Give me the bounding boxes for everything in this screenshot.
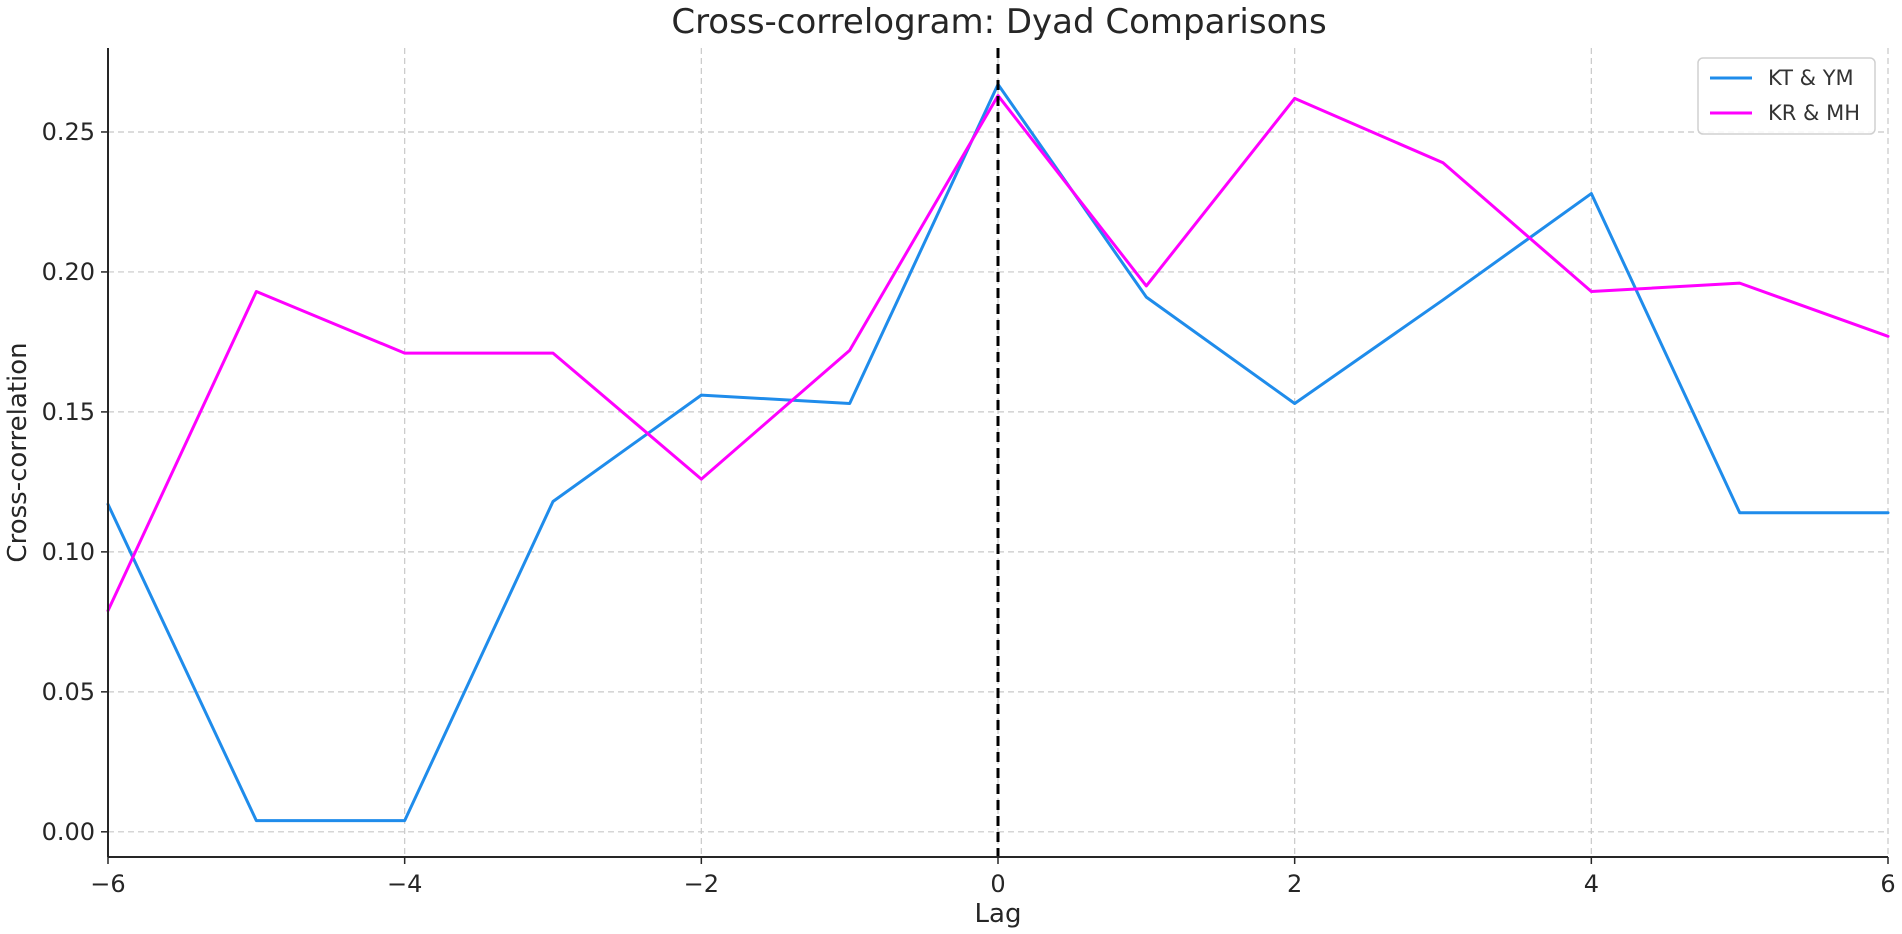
legend-label-1: KT & YM <box>1768 66 1854 90</box>
y-tick-label: 0.15 <box>42 398 95 426</box>
y-tick-label: 0.00 <box>42 818 95 846</box>
x-tick-label: −2 <box>684 870 719 898</box>
x-tick-label: −4 <box>387 870 422 898</box>
y-tick-label: 0.25 <box>42 118 95 146</box>
x-tick-label: 0 <box>990 870 1005 898</box>
y-axis-label: Cross-correlation <box>3 342 33 562</box>
x-tick-label: 4 <box>1584 870 1599 898</box>
legend-label-2: KR & MH <box>1768 101 1860 125</box>
x-tick-label: 2 <box>1287 870 1302 898</box>
x-axis-label: Lag <box>975 899 1022 929</box>
tick-labels: −6 −4 −2 0 2 4 6 0.00 0.05 0.10 0.15 0.20 0.25 <box>42 118 1896 898</box>
legend: KT & YM KR & MH <box>1697 57 1876 135</box>
y-tick-label: 0.05 <box>42 678 95 706</box>
x-tick-label: −6 <box>90 870 125 898</box>
x-tick-label: 6 <box>1880 870 1895 898</box>
chart-title: Cross-correlogram: Dyad Comparisons <box>671 2 1326 42</box>
series-line-2 <box>106 94 1890 613</box>
y-tick-label: 0.10 <box>42 538 95 566</box>
y-tick-label: 0.20 <box>42 258 95 286</box>
